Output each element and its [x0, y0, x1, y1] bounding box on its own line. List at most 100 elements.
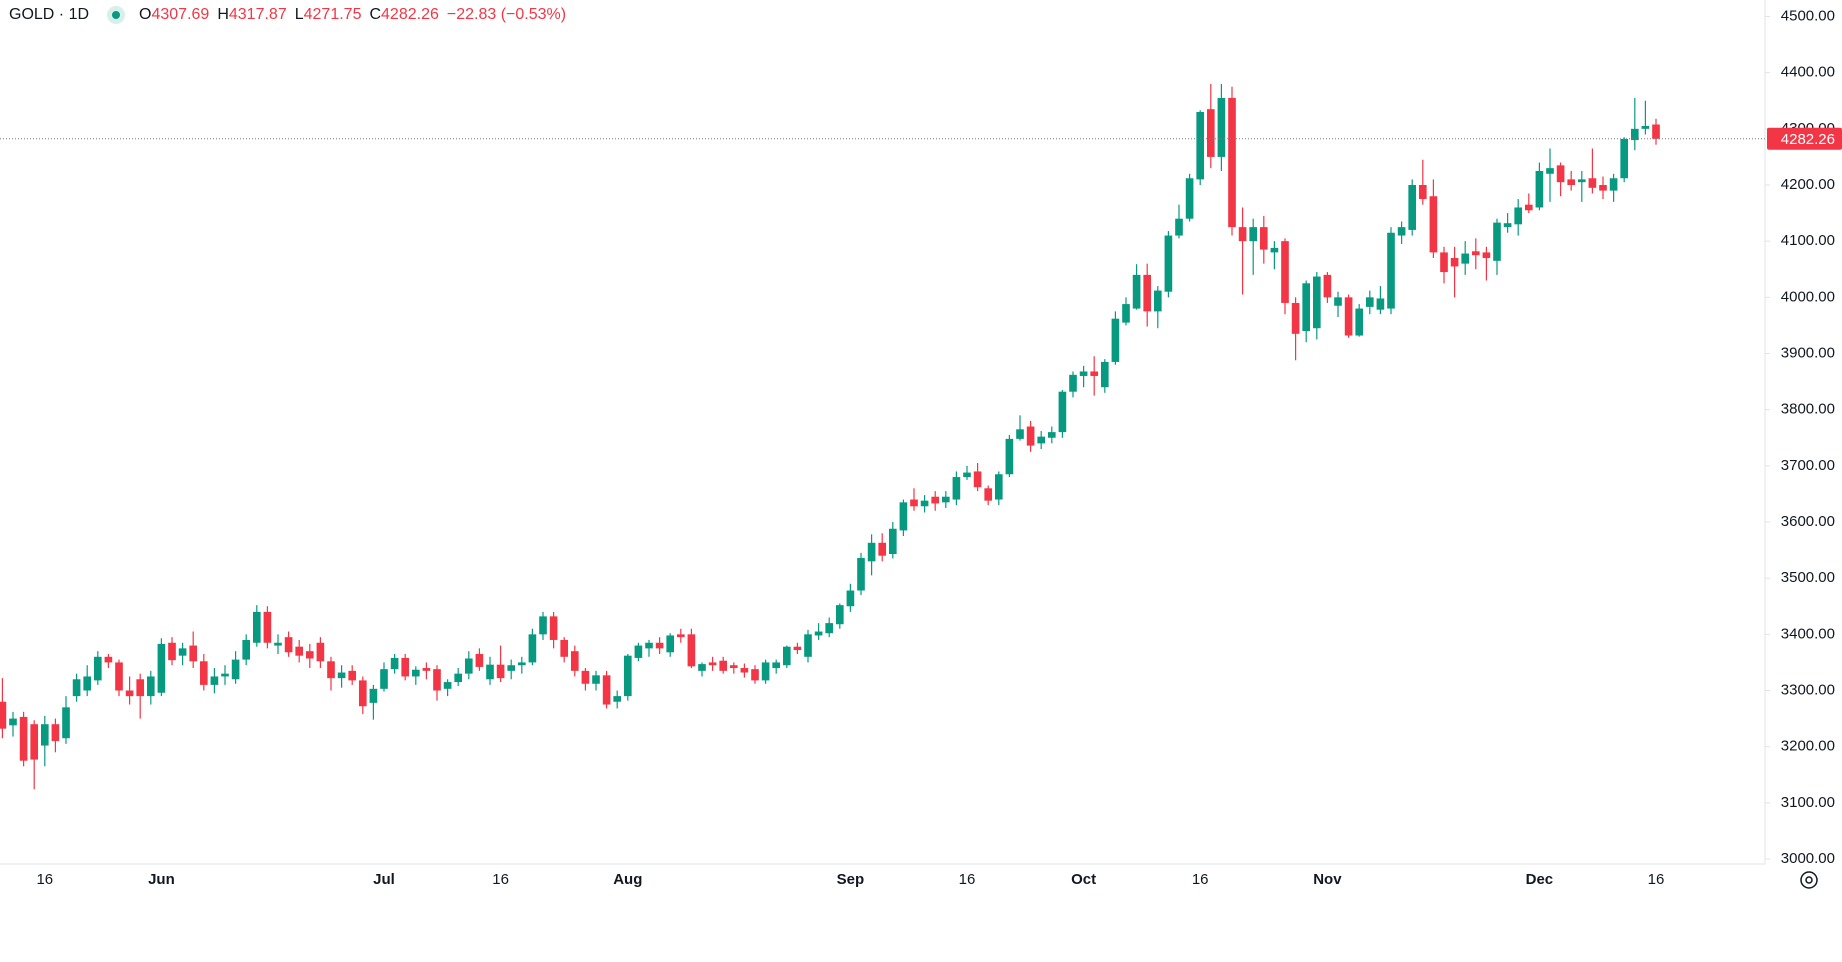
- candle-body: [1228, 97, 1236, 228]
- symbol[interactable]: GOLD · 1D: [9, 6, 90, 23]
- candle-body: [772, 662, 781, 669]
- candle-body: [634, 645, 643, 658]
- candle-body: [1429, 196, 1438, 253]
- candle-body: [1302, 283, 1311, 332]
- candle-body: [433, 669, 441, 691]
- settings-icon[interactable]: [1800, 871, 1818, 889]
- candle-body: [687, 634, 696, 667]
- candle-body: [1270, 247, 1279, 253]
- candle-body: [931, 496, 940, 504]
- x-tick-label: 16: [36, 871, 53, 888]
- candle-body: [1376, 298, 1385, 310]
- candle-body: [157, 643, 166, 693]
- candle-body: [1567, 179, 1576, 185]
- candle-body: [40, 724, 49, 746]
- candle-body: [1058, 391, 1067, 433]
- candle-body: [645, 642, 653, 649]
- candle-body: [1493, 222, 1501, 261]
- y-tick-label: 4400.00: [1781, 64, 1835, 81]
- candle-body: [655, 642, 664, 649]
- candle-body: [496, 664, 505, 679]
- candle-body: [1122, 304, 1130, 323]
- candle-body: [486, 664, 494, 680]
- candle-body: [698, 664, 706, 671]
- candle-body: [1630, 128, 1639, 141]
- y-tick-label: 3200.00: [1781, 738, 1835, 755]
- status-dot: [107, 6, 126, 24]
- candle-body: [517, 662, 526, 666]
- x-tick-label: 16: [492, 871, 509, 888]
- ohlc-value: 4317.87: [228, 6, 287, 23]
- candle-body: [782, 646, 791, 666]
- candle-body: [1164, 235, 1173, 292]
- candle-body: [337, 672, 346, 679]
- candle-body: [9, 718, 17, 726]
- candle-body: [231, 659, 240, 680]
- candle-body: [1175, 218, 1183, 236]
- x-tick-label: Dec: [1526, 871, 1554, 888]
- candle-body: [51, 724, 60, 742]
- candle-body: [252, 611, 261, 643]
- candle-body: [507, 665, 516, 671]
- x-tick-label: 16: [1648, 871, 1665, 888]
- ohlc-value: 4307.69: [151, 6, 210, 23]
- candle-body: [93, 656, 102, 681]
- y-tick-label: 3800.00: [1781, 401, 1835, 418]
- ohlc-value: 4282.26: [381, 6, 439, 23]
- candle-body: [454, 673, 463, 683]
- candle-body: [1461, 253, 1470, 264]
- candle-body: [528, 634, 537, 663]
- candle-body: [0, 701, 7, 729]
- candle-body: [475, 653, 484, 667]
- candle-body: [1450, 258, 1459, 267]
- y-tick-label: 4000.00: [1781, 288, 1835, 305]
- candle-body: [814, 631, 823, 636]
- candle-body: [952, 477, 961, 500]
- ohlc-value: 4271.75: [303, 6, 362, 23]
- candle-body: [358, 680, 367, 707]
- candle-body: [1111, 318, 1120, 362]
- candle-body: [1090, 371, 1099, 376]
- y-tick-label: 3600.00: [1781, 513, 1835, 530]
- candle-body: [1588, 178, 1597, 188]
- y-tick-label: 3400.00: [1781, 625, 1835, 642]
- candle-body: [305, 651, 314, 659]
- y-tick-label: 3000.00: [1781, 850, 1835, 867]
- candle-body: [1365, 297, 1374, 307]
- candle-body: [804, 634, 812, 657]
- candle-body: [72, 679, 81, 697]
- candle-body: [443, 682, 452, 689]
- candle-body: [1556, 165, 1565, 183]
- candle-body: [1206, 109, 1215, 157]
- candle-body: [1620, 138, 1629, 179]
- candle-body: [1599, 185, 1607, 191]
- candle-body: [920, 500, 929, 507]
- candle-body: [592, 675, 600, 684]
- candle-body: [1026, 426, 1035, 446]
- candle-body: [560, 639, 569, 657]
- candle-body: [846, 590, 855, 607]
- candle-body: [581, 670, 590, 684]
- candle-body: [136, 679, 145, 697]
- candle-body: [1323, 274, 1332, 298]
- last-price-label: 4282.26: [1781, 131, 1835, 148]
- candle-body: [899, 502, 908, 531]
- candle-body: [570, 651, 579, 671]
- candle-body: [878, 542, 887, 556]
- candle-body: [115, 662, 123, 691]
- candle-body: [1418, 185, 1427, 200]
- candle-body: [1397, 227, 1406, 236]
- candle-body: [729, 665, 738, 669]
- candle-body: [1641, 125, 1650, 129]
- candle-body: [1503, 223, 1512, 228]
- candle-body: [401, 657, 410, 677]
- candle-body: [1355, 308, 1364, 336]
- candle-body: [963, 472, 971, 478]
- candle-body: [1482, 252, 1491, 259]
- candle-body: [1100, 361, 1109, 388]
- candle-body: [178, 648, 187, 656]
- candle-body: [994, 474, 1003, 500]
- candle-body: [380, 669, 388, 689]
- candle-body: [1185, 178, 1194, 219]
